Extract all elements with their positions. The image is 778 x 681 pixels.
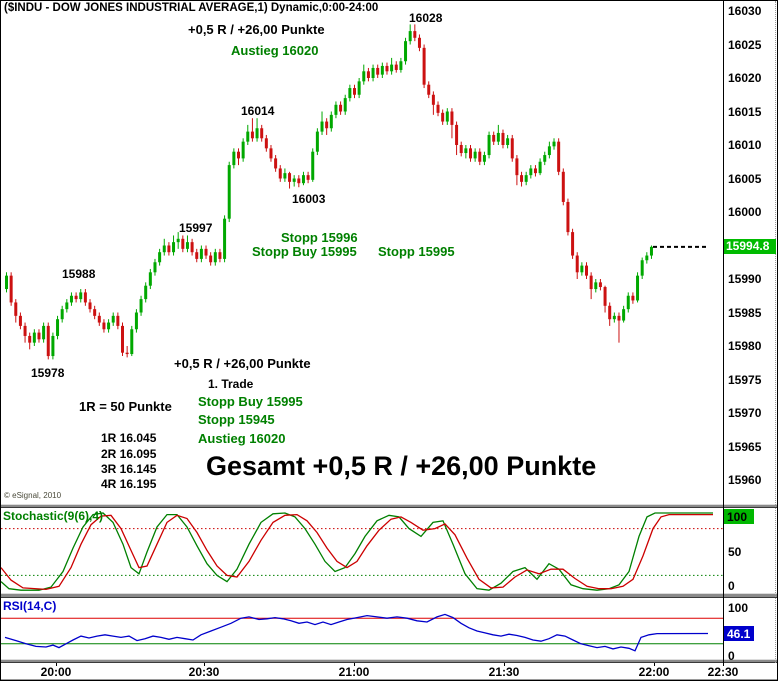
chart-title: ($INDU - DOW JONES INDUSTRIAL AVERAGE,1)… [4, 2, 379, 14]
stochastic-canvas[interactable] [1, 508, 723, 593]
time-tick [654, 663, 655, 666]
annotation-austieg-16020: Austieg 16020 [231, 43, 319, 58]
price-tick-16025: 16025 [728, 37, 762, 52]
osc-tick-0: 0 [728, 649, 735, 663]
time-label-2030: 20:30 [188, 665, 220, 679]
price-tick-15960: 15960 [728, 473, 762, 487]
time-tick [723, 663, 724, 666]
annotation-1-trade: 1. Trade [208, 377, 254, 391]
annotation-stopp-buy-15995: Stopp Buy 15995 [198, 394, 303, 409]
annotation-16003: 16003 [292, 192, 326, 206]
osc-current-tag: 100 [724, 509, 754, 524]
osc-tick-50: 50 [728, 545, 742, 559]
annotation-0-5-r-26-00-punkte: +0,5 R / +26,00 Punkte [188, 22, 325, 37]
price-tick-15975: 15975 [728, 372, 762, 387]
price-tick-15965: 15965 [728, 439, 762, 454]
window-bottom-edge [1, 679, 777, 680]
time-axis[interactable]: 20:00 20:30 21:00 21:30 22:00 22:30 [1, 663, 777, 679]
annotation-15978: 15978 [31, 366, 65, 380]
price-tick-16010: 16010 [728, 138, 762, 152]
annotation-15988: 15988 [62, 267, 96, 281]
osc-tick-0: 0 [728, 579, 735, 593]
right-edge-dotted-line [775, 1, 776, 663]
annotation-16014: 16014 [241, 104, 275, 118]
annotation-4r-16-195: 4R 16.195 [101, 477, 157, 491]
rsi-canvas[interactable] [1, 598, 723, 659]
annotation-2r-16-095: 2R 16.095 [101, 447, 157, 461]
price-tick-16000: 16000 [728, 205, 762, 219]
annotation-1r-50-punkte: 1R = 50 Punkte [79, 399, 172, 414]
time-label-2130: 21:30 [488, 665, 520, 679]
panel-divider[interactable] [1, 593, 777, 598]
annotation-stopp-buy-15995: Stopp Buy 15995 [252, 244, 357, 259]
time-label-2230: 22:30 [707, 665, 739, 679]
time-tick [354, 663, 355, 666]
price-chart-canvas[interactable] [1, 1, 723, 504]
price-tick-16030: 16030 [728, 4, 762, 18]
price-tick-15990: 15990 [728, 272, 762, 286]
annotation-0-5-r-26-00-punkte: +0,5 R / +26,00 Punkte [174, 356, 311, 371]
rsi-label: RSI(14,C) [3, 599, 57, 613]
time-label-2000: 20:00 [40, 665, 72, 679]
annotation-stopp-15995: Stopp 15995 [378, 244, 455, 259]
price-tick-16015: 16015 [728, 104, 762, 119]
annotation-austieg-16020: Austieg 16020 [198, 431, 286, 446]
price-tick-16005: 16005 [728, 171, 762, 186]
osc-tick-100: 100 [728, 601, 749, 615]
time-label-2100: 21:00 [338, 665, 370, 679]
time-tick [56, 663, 57, 666]
time-tick [204, 663, 205, 666]
osc-current-tag: 46.1 [724, 625, 754, 641]
time-label-2200: 22:00 [638, 665, 670, 679]
price-axis-separator-line [723, 1, 724, 663]
annotation-15997: 15997 [179, 221, 213, 235]
time-tick [504, 663, 505, 666]
price-tick-15985: 15985 [728, 305, 762, 320]
panel-divider[interactable] [1, 659, 777, 663]
annotation-gesamt-0-5-r-26-00-punkte: Gesamt +0,5 R / +26,00 Punkte [206, 451, 597, 481]
price-tick-16020: 16020 [728, 71, 762, 85]
annotation-1r-16-045: 1R 16.045 [101, 431, 157, 445]
annotation-3r-16-145: 3R 16.145 [101, 462, 157, 476]
last-price-tag: 15994.8 [724, 239, 776, 255]
annotation-stopp-15945: Stopp 15945 [198, 412, 275, 427]
stochastic-label: Stochastic(9(6),4) [3, 509, 104, 523]
copyright-label: © eSignal, 2010 [4, 491, 62, 500]
price-tick-15980: 15980 [728, 339, 762, 353]
panel-divider[interactable] [1, 504, 777, 508]
annotation-stopp-15996: Stopp 15996 [281, 230, 358, 245]
price-tick-15970: 15970 [728, 406, 762, 420]
annotation-16028: 16028 [409, 11, 443, 25]
